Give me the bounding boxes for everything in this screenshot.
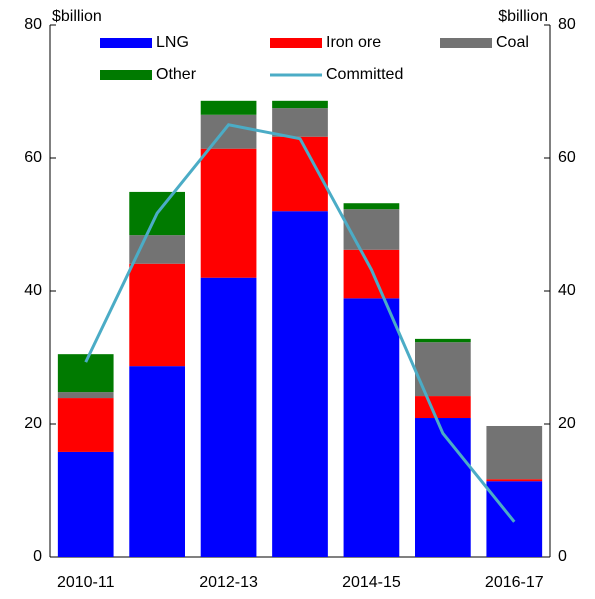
legend-label: Other bbox=[156, 66, 197, 83]
bar-segment bbox=[272, 100, 328, 109]
bar-segment bbox=[200, 148, 257, 278]
x-tick-label: 2016-17 bbox=[485, 574, 544, 591]
y-tick-label: 80 bbox=[24, 16, 42, 33]
legend-label: Iron ore bbox=[326, 34, 381, 51]
y2-tick-label: 0 bbox=[558, 548, 567, 565]
y2-axis-label: $billion bbox=[498, 8, 548, 25]
bar-segment bbox=[272, 108, 328, 137]
y2-tick-label: 60 bbox=[558, 149, 576, 166]
bar-segment bbox=[486, 481, 543, 557]
x-tick-label: 2012-13 bbox=[199, 574, 258, 591]
legend-label: Committed bbox=[326, 66, 403, 83]
bar-segment bbox=[486, 425, 543, 480]
legend-label: LNG bbox=[156, 34, 189, 51]
bar-segment bbox=[200, 277, 257, 557]
y-tick-label: 60 bbox=[24, 149, 42, 166]
bar-segment bbox=[343, 298, 400, 557]
legend-swatch bbox=[100, 70, 152, 80]
y2-tick-label: 20 bbox=[558, 415, 576, 432]
bar-segment bbox=[200, 100, 257, 115]
y-tick-label: 20 bbox=[24, 415, 42, 432]
bar-segment bbox=[343, 249, 400, 299]
y2-tick-label: 80 bbox=[558, 16, 576, 33]
bar-segment bbox=[57, 398, 114, 452]
x-tick-label: 2014-15 bbox=[342, 574, 401, 591]
legend-swatch bbox=[270, 38, 322, 48]
line bbox=[84, 123, 516, 523]
legend-label: Coal bbox=[496, 34, 529, 51]
y-axis-label: $billion bbox=[52, 8, 102, 25]
y2-tick-label: 40 bbox=[558, 282, 576, 299]
legend-swatch bbox=[440, 38, 492, 48]
x-tick-label: 2010-11 bbox=[57, 574, 115, 591]
bar-segment bbox=[415, 418, 471, 557]
bar-segment bbox=[129, 263, 185, 367]
bar-segment bbox=[129, 235, 185, 264]
bar-segment bbox=[486, 479, 543, 482]
bar-segment bbox=[415, 338, 471, 343]
bar-segment bbox=[57, 451, 114, 557]
y-tick-label: 40 bbox=[24, 282, 42, 299]
bar-segment bbox=[200, 114, 257, 149]
bar-segment bbox=[129, 366, 185, 557]
legend-swatch bbox=[100, 38, 152, 48]
bar-segment bbox=[343, 209, 400, 250]
bar-segment bbox=[272, 211, 328, 557]
bar-segment bbox=[343, 203, 400, 210]
y-tick-label: 0 bbox=[33, 548, 42, 565]
bar-segment bbox=[57, 392, 114, 399]
bar-segment bbox=[415, 396, 471, 419]
